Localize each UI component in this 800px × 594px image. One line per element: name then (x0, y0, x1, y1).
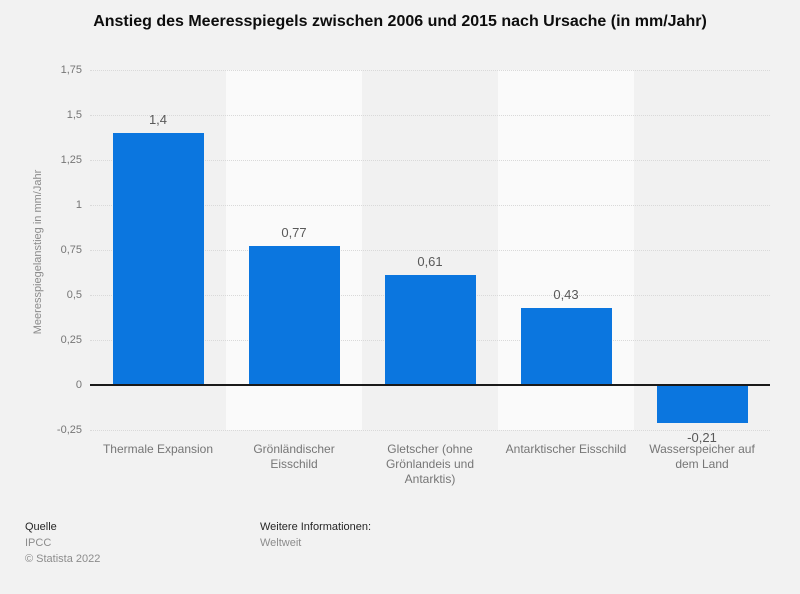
y-tick-label: 1,5 (66, 109, 82, 121)
chart-title: Anstieg des Meeresspiegels zwischen 2006… (93, 13, 707, 30)
y-tick-label: 0,25 (60, 334, 82, 346)
footer-source-block: Quelle IPCC © Statista 2022 (25, 521, 100, 569)
info-value: Weltweit (260, 537, 302, 549)
footer-info-block: Weitere Informationen: Weltweit (260, 521, 371, 553)
bar-value-label: -0,21 (687, 429, 717, 445)
bar (656, 385, 748, 423)
category-label: Antarktischer Eisschild (505, 442, 627, 456)
y-tick-label: 1 (75, 199, 82, 211)
y-tick-label: 0,5 (66, 289, 82, 301)
y-tick-label: 0,75 (60, 244, 82, 256)
y-tick-label: 0 (75, 379, 82, 391)
info-label: Weitere Informationen: (260, 521, 372, 533)
copyright-notice: © Statista 2022 (25, 553, 101, 565)
bar (520, 307, 612, 385)
bar-value-label: 0,61 (417, 254, 443, 270)
source-label: Quelle (25, 521, 57, 533)
plot-area: 1,75 1,5 1,25 1 0,75 0,5 0,25 0 -0,25 1,4 0,77 0,61… (57, 64, 770, 486)
gridline (90, 115, 770, 116)
bar (112, 133, 204, 385)
source-value: IPCC (25, 537, 52, 549)
bar (248, 246, 340, 385)
gridline (90, 70, 770, 71)
y-tick-label: -0,25 (56, 424, 82, 436)
category-label: Wasserspeicher auf dem Land (649, 442, 755, 471)
gridline (90, 205, 770, 206)
gridline (90, 160, 770, 161)
category-label: Gletscher (ohne Grönlandeis und Antarkti… (385, 442, 475, 486)
zero-axis-line (90, 384, 770, 386)
bar-value-label: 0,77 (281, 225, 307, 241)
bar-value-label: 0,43 (553, 286, 579, 302)
category-label: Grönländischer Eisschild (253, 442, 335, 471)
bar-value-label: 1,4 (148, 112, 168, 127)
bar (384, 275, 476, 385)
category-label: Thermale Expansion (102, 442, 214, 456)
y-tick-label: 1,75 (60, 64, 82, 76)
gridline (90, 250, 770, 251)
y-tick-label: 1,25 (60, 154, 82, 166)
gridline (90, 430, 770, 431)
